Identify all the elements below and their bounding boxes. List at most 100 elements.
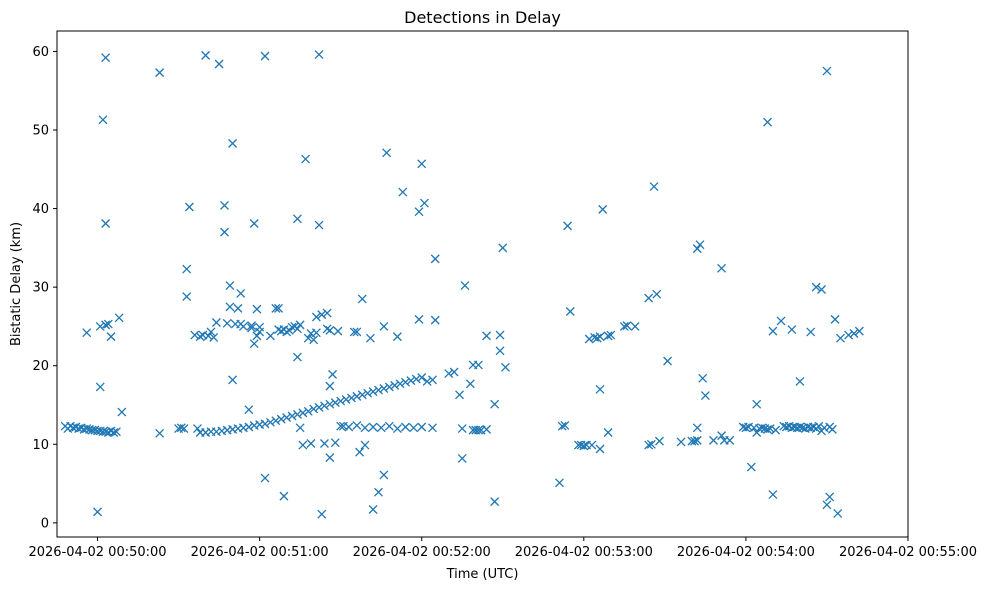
data-point	[314, 50, 324, 60]
data-point	[811, 282, 821, 292]
data-point	[182, 264, 192, 274]
data-point	[690, 436, 700, 446]
data-point	[347, 393, 356, 403]
data-point	[854, 326, 864, 336]
data-point	[271, 303, 281, 313]
data-point	[725, 435, 735, 445]
data-point	[287, 322, 297, 332]
data-point	[333, 326, 343, 336]
data-point	[247, 323, 256, 333]
data-point	[322, 324, 332, 334]
data-point	[771, 425, 781, 435]
data-point	[401, 377, 410, 387]
x-tick-label: 2026-04-02 00:53:00	[515, 545, 653, 560]
data-point	[98, 115, 108, 125]
data-point	[298, 440, 308, 450]
data-point	[155, 428, 165, 438]
data-point	[206, 327, 216, 337]
data-point	[430, 254, 440, 264]
x-tick-label: 2026-04-02 00:52:00	[353, 545, 491, 560]
data-point	[271, 416, 281, 426]
data-point	[595, 384, 605, 394]
data-point	[495, 330, 505, 340]
markers	[60, 50, 864, 519]
data-point	[417, 373, 427, 382]
data-point	[465, 379, 475, 389]
data-point	[498, 243, 508, 253]
data-point	[414, 314, 424, 324]
data-point	[260, 473, 270, 483]
data-point	[482, 331, 492, 341]
data-point	[93, 507, 102, 517]
data-point	[292, 409, 302, 419]
data-point	[336, 396, 346, 406]
y-tick-label: 0	[41, 516, 49, 531]
data-point	[411, 374, 421, 384]
data-point	[311, 328, 321, 338]
data-point	[490, 399, 500, 409]
data-point	[390, 380, 400, 390]
data-point	[752, 399, 762, 409]
data-point	[692, 244, 702, 254]
data-point	[584, 334, 594, 344]
data-point	[374, 385, 383, 395]
data-point	[225, 281, 235, 291]
data-point	[252, 304, 262, 314]
data-point	[357, 294, 367, 304]
data-point	[817, 285, 827, 294]
data-point	[274, 303, 283, 313]
x-tick-label: 2026-04-02 00:55:00	[839, 545, 977, 560]
y-tick-label: 50	[32, 124, 49, 139]
data-point	[555, 478, 564, 488]
data-point	[352, 420, 362, 430]
data-point	[303, 406, 313, 416]
data-point	[455, 390, 464, 400]
data-point	[374, 487, 383, 497]
data-point	[622, 321, 632, 331]
data-point	[473, 425, 483, 435]
data-point	[717, 263, 727, 273]
data-point	[298, 408, 308, 418]
data-point	[603, 428, 613, 437]
data-point	[595, 332, 605, 342]
data-point	[827, 424, 837, 434]
chart-title: Detections in Delay	[404, 8, 561, 27]
y-tick-label: 30	[32, 281, 49, 296]
data-point	[282, 413, 292, 423]
data-point	[365, 333, 375, 343]
data-point	[560, 420, 570, 430]
data-point	[741, 423, 751, 433]
data-point	[401, 422, 410, 432]
data-point	[309, 404, 319, 414]
data-point	[238, 321, 248, 331]
data-point	[663, 356, 673, 366]
data-point	[849, 329, 859, 338]
data-point	[444, 369, 454, 379]
data-point	[836, 333, 845, 343]
data-point	[765, 424, 775, 434]
data-point	[482, 424, 492, 434]
data-point	[428, 423, 437, 433]
data-point	[763, 424, 772, 434]
data-point	[449, 367, 459, 377]
data-point	[201, 50, 211, 60]
data-point	[795, 376, 805, 386]
data-point	[101, 320, 111, 330]
data-point	[276, 414, 286, 424]
data-point	[495, 346, 505, 356]
data-point	[114, 313, 124, 323]
y-tick-label: 40	[32, 202, 49, 217]
data-point	[317, 509, 327, 519]
data-point	[822, 500, 832, 510]
data-point	[557, 421, 567, 431]
data-point	[330, 398, 340, 408]
data-point	[260, 419, 270, 429]
data-point	[176, 423, 186, 433]
data-point	[295, 320, 305, 330]
data-point	[565, 307, 575, 316]
data-point	[630, 321, 640, 331]
data-point	[619, 321, 629, 331]
data-point	[357, 390, 367, 400]
data-point	[336, 421, 346, 431]
